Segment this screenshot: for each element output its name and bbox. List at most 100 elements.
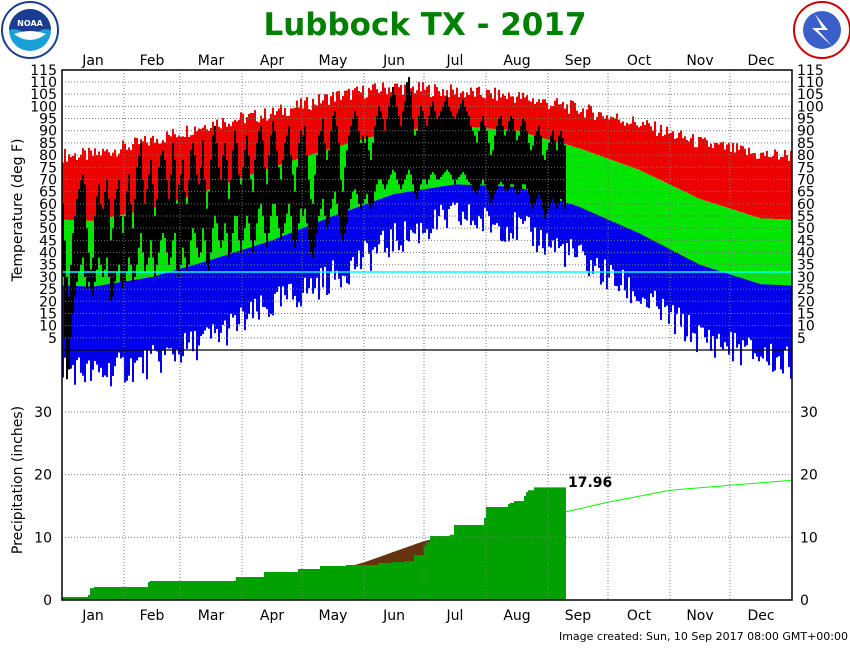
observed-temp-bar xyxy=(464,106,466,175)
temperature-tick-left: 115 xyxy=(30,63,57,79)
normal-range-bar xyxy=(646,173,648,238)
record-high-bar xyxy=(516,96,518,131)
observed-temp-bar xyxy=(430,106,432,175)
month-label-bottom: Sep xyxy=(565,608,592,624)
record-high-bar xyxy=(130,150,132,214)
record-low-bar xyxy=(364,204,366,241)
observed-temp-bar xyxy=(294,191,296,248)
observed-temp-bar xyxy=(226,159,228,234)
record-high-bar xyxy=(540,102,542,138)
record-high-bar xyxy=(268,119,270,169)
record-high-bar xyxy=(134,137,136,213)
record-low-bar xyxy=(526,189,528,217)
record-high-bar xyxy=(510,96,512,131)
normal-range-bar xyxy=(640,170,642,235)
record-high-bar xyxy=(450,84,452,127)
observed-temp-bar xyxy=(284,142,286,224)
precipitation-axis-title: Precipitation (inches) xyxy=(10,406,26,554)
observed-temp-bar xyxy=(200,167,202,253)
normal-range-bar xyxy=(90,220,92,287)
normal-range-bar xyxy=(592,153,594,213)
observed-temp-bar xyxy=(300,130,302,209)
record-low-bar xyxy=(116,282,118,358)
record-low-bar xyxy=(218,257,220,343)
record-high-bar xyxy=(96,155,98,221)
record-low-bar xyxy=(564,202,566,267)
observed-temp-bar xyxy=(102,208,104,277)
normal-range-bar xyxy=(140,210,142,279)
observed-temp-bar xyxy=(176,203,178,270)
record-low-bar xyxy=(374,200,376,248)
record-high-bar xyxy=(656,136,658,179)
record-low-bar xyxy=(102,285,104,378)
record-high-bar xyxy=(732,142,734,210)
normal-range-bar xyxy=(780,219,782,286)
record-low-bar xyxy=(240,250,242,308)
record-high-bar xyxy=(498,89,500,130)
normal-range-bar xyxy=(746,213,748,280)
precip-actual-area xyxy=(62,487,566,600)
record-high-bar xyxy=(298,107,300,159)
record-low-bar xyxy=(356,207,358,267)
record-low-bar xyxy=(762,284,764,359)
temperature-tick-right: 115 xyxy=(797,63,824,79)
record-high-bar xyxy=(490,93,492,129)
observed-temp-bar xyxy=(250,179,252,241)
record-low-bar xyxy=(180,268,182,363)
record-low-bar xyxy=(158,274,160,362)
record-high-bar xyxy=(310,110,312,155)
normal-range-bar xyxy=(588,151,590,212)
record-low-bar xyxy=(266,241,268,310)
normal-range-bar xyxy=(776,219,778,285)
observed-temp-bar xyxy=(366,135,368,195)
observed-temp-bar xyxy=(428,116,430,180)
record-high-bar xyxy=(652,130,654,177)
observed-temp-bar xyxy=(418,116,420,192)
temperature-tick-right: 30 xyxy=(797,270,815,286)
observed-temp-bar xyxy=(164,159,166,238)
record-low-bar xyxy=(758,283,760,362)
observed-temp-bar xyxy=(224,142,226,224)
record-low-bar xyxy=(286,234,288,300)
observed-temp-bar xyxy=(196,174,198,248)
observed-temp-bar xyxy=(66,276,68,380)
record-high-bar xyxy=(352,90,354,143)
normal-range-bar xyxy=(162,205,164,274)
record-high-bar xyxy=(482,97,484,129)
record-high-bar xyxy=(588,104,590,152)
record-high-bar xyxy=(788,160,790,220)
record-low-bar xyxy=(776,284,778,358)
precip-tick-right: 0 xyxy=(800,593,809,609)
record-high-bar xyxy=(324,94,326,151)
normal-range-bar xyxy=(708,201,710,268)
record-high-bar xyxy=(152,135,154,209)
observed-temp-bar xyxy=(420,106,422,185)
observed-temp-bar xyxy=(436,118,438,180)
record-high-bar xyxy=(250,112,252,175)
record-low-bar xyxy=(782,285,784,374)
observed-temp-bar xyxy=(432,101,434,173)
observed-temp-bar xyxy=(518,135,520,195)
record-high-bar xyxy=(112,152,114,217)
record-high-bar xyxy=(770,157,772,219)
normal-range-bar xyxy=(150,208,152,278)
normal-range-bar xyxy=(618,162,620,225)
record-high-bar xyxy=(686,139,688,193)
record-high-bar xyxy=(718,144,720,206)
record-low-bar xyxy=(562,201,564,244)
month-label-bottom: Mar xyxy=(198,608,225,624)
observed-temp-bar xyxy=(270,135,272,216)
record-high-bar xyxy=(682,138,684,191)
precip-tick-right: 20 xyxy=(800,468,818,484)
record-high-bar xyxy=(566,104,568,145)
temperature-tick-right: 35 xyxy=(797,258,815,274)
record-low-bar xyxy=(98,285,100,373)
record-high-bar xyxy=(468,94,470,127)
observed-temp-bar xyxy=(334,111,336,192)
observed-temp-bar xyxy=(558,135,560,204)
month-label-top: Sep xyxy=(565,53,592,69)
observed-temp-bar xyxy=(208,191,210,273)
observed-temp-bar xyxy=(478,130,480,190)
record-high-bar xyxy=(694,147,696,197)
observed-temp-bar xyxy=(350,125,352,199)
